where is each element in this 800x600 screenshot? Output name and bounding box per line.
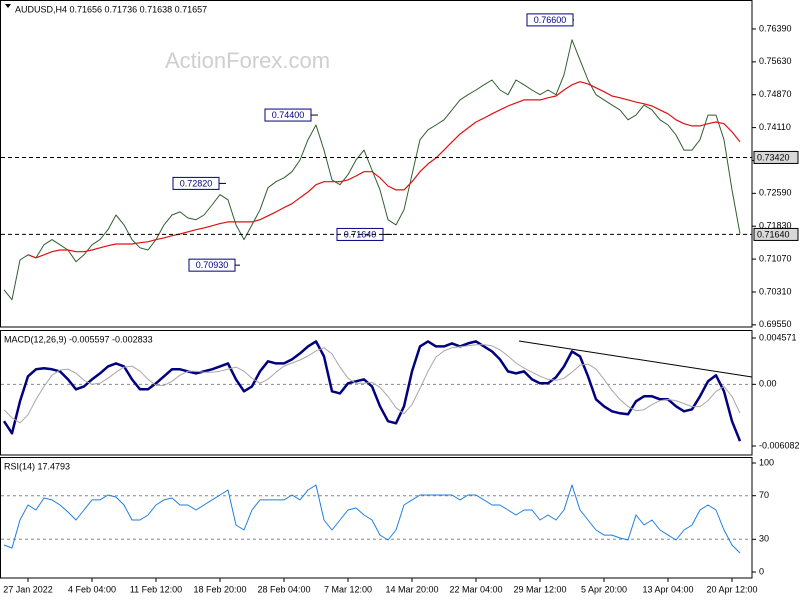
y-tick-label: 0.70310 [759, 286, 792, 296]
price-panel [0, 0, 753, 328]
annotation-box [188, 258, 236, 272]
y-tick-label: 0.74110 [759, 122, 791, 132]
x-tick-label: 28 Feb 04:00 [257, 584, 310, 594]
series-line [3, 344, 741, 424]
x-tick-label: 14 Mar 20:00 [385, 584, 438, 594]
series-line [27, 81, 741, 259]
price-label-box [753, 150, 799, 164]
x-tick-label: 11 Feb 12:00 [130, 584, 182, 594]
trend-line [518, 340, 753, 378]
price-label: 0.71640 [757, 229, 790, 239]
annotation-box [264, 108, 312, 122]
x-tick-label: 29 Mar 12:00 [513, 584, 566, 594]
x-tick-label: 13 Apr 04:00 [642, 584, 693, 594]
x-tick-label: 22 Mar 04:00 [449, 584, 502, 594]
annotation-label: 0.74400 [272, 110, 305, 120]
y-tick-label: 0.74870 [759, 89, 792, 99]
x-tick-label: 5 Apr 20:00 [581, 584, 627, 594]
price-label-box [753, 227, 799, 241]
x-tick-label: 27 Jan 2022 [3, 584, 53, 594]
y-tick-label: 0.71070 [759, 253, 792, 263]
y-tick-label: 0.76390 [759, 23, 792, 33]
x-tick-label: 20 Apr 12:00 [706, 584, 757, 594]
panel-title: AUDUSD,H4 0.71656 0.71736 0.71638 0.7165… [15, 4, 207, 14]
x-tick-label: 7 Mar 12:00 [324, 584, 372, 594]
price-label: 0.73420 [757, 152, 790, 162]
annotation-label: 0.70930 [196, 260, 229, 270]
y-tick-label: 0.72590 [759, 188, 792, 198]
series-line [3, 484, 741, 554]
menu-icon [5, 4, 11, 8]
series-line [3, 39, 741, 301]
y-tick-label: 0.004571 [759, 332, 797, 342]
macd-panel [0, 330, 753, 456]
y-tick-label: -0.006082 [759, 440, 800, 450]
y-tick-label: 0 [759, 566, 764, 576]
annotation-box [526, 13, 574, 27]
y-tick-label: 0.71830 [759, 221, 792, 231]
y-tick-label: 0.75630 [759, 56, 792, 66]
series-line [2, 340, 742, 442]
watermark: ActionForex.com [165, 48, 330, 73]
y-tick-label: 70 [759, 490, 769, 500]
panel-title: MACD(12,26,9) -0.005597 -0.002833 [4, 334, 153, 344]
panel-title: RSI(14) 17.4793 [4, 461, 70, 471]
annotation-label: 0.76600 [534, 15, 567, 25]
y-tick-label: 0.00 [759, 379, 777, 389]
y-tick-label: 30 [759, 534, 769, 544]
x-tick-label: 18 Feb 20:00 [193, 584, 246, 594]
annotation-box [172, 176, 220, 190]
x-tick-label: 4 Feb 04:00 [68, 584, 116, 594]
annotation-label: 0.72820 [180, 178, 213, 188]
rsi-panel [0, 457, 753, 579]
y-tick-label: 100 [759, 457, 774, 467]
y-tick-label: 0.69550 [759, 319, 792, 329]
